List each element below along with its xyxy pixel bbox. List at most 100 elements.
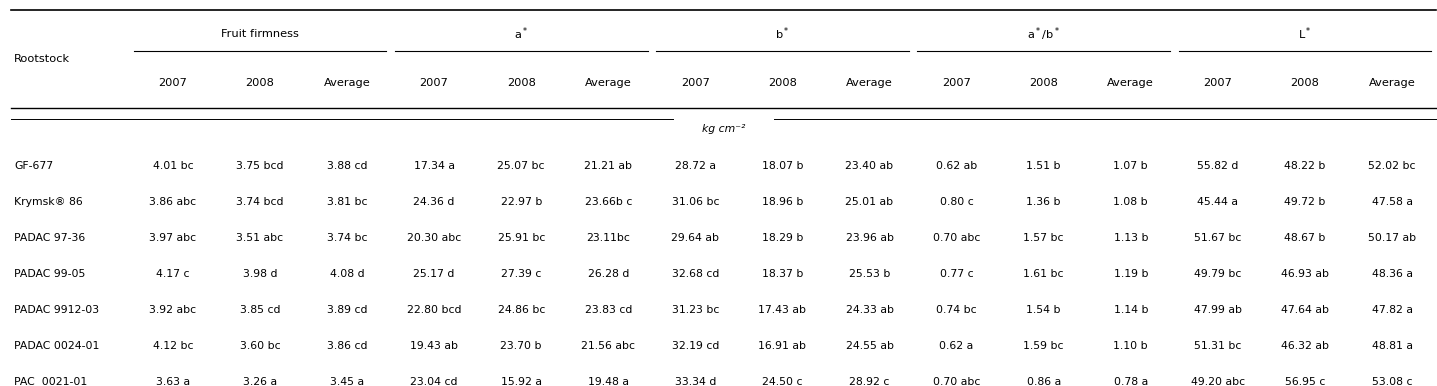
Text: 48.81 a: 48.81 a [1371, 341, 1413, 351]
Text: 0.78 a: 0.78 a [1114, 377, 1148, 386]
Text: 25.17 d: 25.17 d [414, 269, 454, 279]
Text: 3.75 bcd: 3.75 bcd [236, 161, 283, 171]
Text: 53.08 c: 53.08 c [1372, 377, 1413, 386]
Text: 2007: 2007 [420, 78, 448, 88]
Text: 17.43 ab: 17.43 ab [759, 305, 806, 315]
Text: Average: Average [1108, 78, 1154, 88]
Text: 20.30 abc: 20.30 abc [407, 233, 461, 243]
Text: 47.64 ab: 47.64 ab [1280, 305, 1329, 315]
Text: 0.80 c: 0.80 c [940, 197, 973, 207]
Text: 0.70 abc: 0.70 abc [933, 233, 980, 243]
Text: 1.10 b: 1.10 b [1114, 341, 1148, 351]
Text: a$^*$/b$^*$: a$^*$/b$^*$ [1027, 25, 1061, 43]
Text: 1.14 b: 1.14 b [1114, 305, 1148, 315]
Text: 3.92 abc: 3.92 abc [149, 305, 197, 315]
Text: 3.86 abc: 3.86 abc [149, 197, 197, 207]
Text: Krymsk® 86: Krymsk® 86 [14, 197, 83, 207]
Text: 2007: 2007 [681, 78, 710, 88]
Text: 1.08 b: 1.08 b [1114, 197, 1148, 207]
Text: 25.53 b: 25.53 b [849, 269, 890, 279]
Text: 17.34 a: 17.34 a [414, 161, 454, 171]
Text: 22.97 b: 22.97 b [500, 197, 542, 207]
Text: 31.23 bc: 31.23 bc [671, 305, 718, 315]
Text: Fruit firmness: Fruit firmness [221, 29, 299, 39]
Text: 3.86 cd: 3.86 cd [326, 341, 368, 351]
Text: 0.77 c: 0.77 c [940, 269, 973, 279]
Text: Rootstock: Rootstock [14, 54, 70, 64]
Text: 0.62 ab: 0.62 ab [935, 161, 977, 171]
Text: 49.79 bc: 49.79 bc [1194, 269, 1242, 279]
Text: 0.74 bc: 0.74 bc [937, 305, 977, 315]
Text: a$^*$: a$^*$ [514, 26, 529, 42]
Text: 23.11bc: 23.11bc [586, 233, 631, 243]
Text: 3.60 bc: 3.60 bc [240, 341, 280, 351]
Text: 28.92 c: 28.92 c [849, 377, 890, 386]
Text: 18.07 b: 18.07 b [762, 161, 803, 171]
Text: 2007: 2007 [158, 78, 187, 88]
Text: 32.19 cd: 32.19 cd [671, 341, 718, 351]
Text: 18.37 b: 18.37 b [762, 269, 803, 279]
Text: PADAC 0024-01: PADAC 0024-01 [14, 341, 99, 351]
Text: 55.82 d: 55.82 d [1197, 161, 1239, 171]
Text: 4.17 c: 4.17 c [157, 269, 190, 279]
Text: 1.57 bc: 1.57 bc [1023, 233, 1063, 243]
Text: 1.36 b: 1.36 b [1026, 197, 1061, 207]
Text: 2008: 2008 [767, 78, 798, 88]
Text: 46.32 ab: 46.32 ab [1280, 341, 1329, 351]
Text: 50.17 ab: 50.17 ab [1368, 233, 1415, 243]
Text: 25.91 bc: 25.91 bc [497, 233, 545, 243]
Text: 32.68 cd: 32.68 cd [671, 269, 718, 279]
Text: 23.83 cd: 23.83 cd [585, 305, 632, 315]
Text: 33.34 d: 33.34 d [675, 377, 716, 386]
Text: 3.85 cd: 3.85 cd [240, 305, 280, 315]
Text: 46.93 ab: 46.93 ab [1280, 269, 1329, 279]
Text: 0.62 a: 0.62 a [940, 341, 974, 351]
Text: GF-677: GF-677 [14, 161, 53, 171]
Text: 23.96 ab: 23.96 ab [845, 233, 894, 243]
Text: PADAC 9912-03: PADAC 9912-03 [14, 305, 99, 315]
Text: 2007: 2007 [1203, 78, 1233, 88]
Text: 3.63 a: 3.63 a [155, 377, 190, 386]
Text: 3.74 bc: 3.74 bc [326, 233, 368, 243]
Text: 51.31 bc: 51.31 bc [1194, 341, 1242, 351]
Text: 16.91 ab: 16.91 ab [759, 341, 806, 351]
Text: 4.01 bc: 4.01 bc [152, 161, 193, 171]
Text: 24.86 bc: 24.86 bc [497, 305, 545, 315]
Text: 24.36 d: 24.36 d [414, 197, 454, 207]
Text: 48.22 b: 48.22 b [1285, 161, 1325, 171]
Text: 1.13 b: 1.13 b [1114, 233, 1148, 243]
Text: 23.70 b: 23.70 b [500, 341, 542, 351]
Text: 2008: 2008 [507, 78, 536, 88]
Text: 23.04 cd: 23.04 cd [411, 377, 458, 386]
Text: 3.89 cd: 3.89 cd [326, 305, 368, 315]
Text: 4.08 d: 4.08 d [329, 269, 365, 279]
Text: PADAC 99-05: PADAC 99-05 [14, 269, 86, 279]
Text: 0.86 a: 0.86 a [1026, 377, 1061, 386]
Text: 3.98 d: 3.98 d [243, 269, 277, 279]
Text: 3.88 cd: 3.88 cd [326, 161, 368, 171]
Text: 2008: 2008 [1290, 78, 1319, 88]
Text: 29.64 ab: 29.64 ab [671, 233, 720, 243]
Text: 2007: 2007 [943, 78, 971, 88]
Text: Average: Average [585, 78, 632, 88]
Text: kg cm⁻²: kg cm⁻² [701, 124, 746, 134]
Text: 15.92 a: 15.92 a [500, 377, 542, 386]
Text: 3.74 bcd: 3.74 bcd [236, 197, 283, 207]
Text: b$^*$: b$^*$ [775, 26, 790, 42]
Text: 2008: 2008 [1029, 78, 1058, 88]
Text: 27.39 c: 27.39 c [502, 269, 542, 279]
Text: 49.72 b: 49.72 b [1285, 197, 1325, 207]
Text: 3.81 bc: 3.81 bc [326, 197, 368, 207]
Text: 19.43 ab: 19.43 ab [410, 341, 458, 351]
Text: 24.55 ab: 24.55 ab [845, 341, 894, 351]
Text: Average: Average [323, 78, 371, 88]
Text: 1.07 b: 1.07 b [1114, 161, 1148, 171]
Text: 3.26 a: 3.26 a [243, 377, 277, 386]
Text: 25.07 bc: 25.07 bc [497, 161, 545, 171]
Text: 3.97 abc: 3.97 abc [149, 233, 197, 243]
Text: 49.20 abc: 49.20 abc [1191, 377, 1244, 386]
Text: 2008: 2008 [246, 78, 274, 88]
Text: 26.28 d: 26.28 d [588, 269, 629, 279]
Text: 21.21 ab: 21.21 ab [585, 161, 632, 171]
Text: 24.33 ab: 24.33 ab [845, 305, 894, 315]
